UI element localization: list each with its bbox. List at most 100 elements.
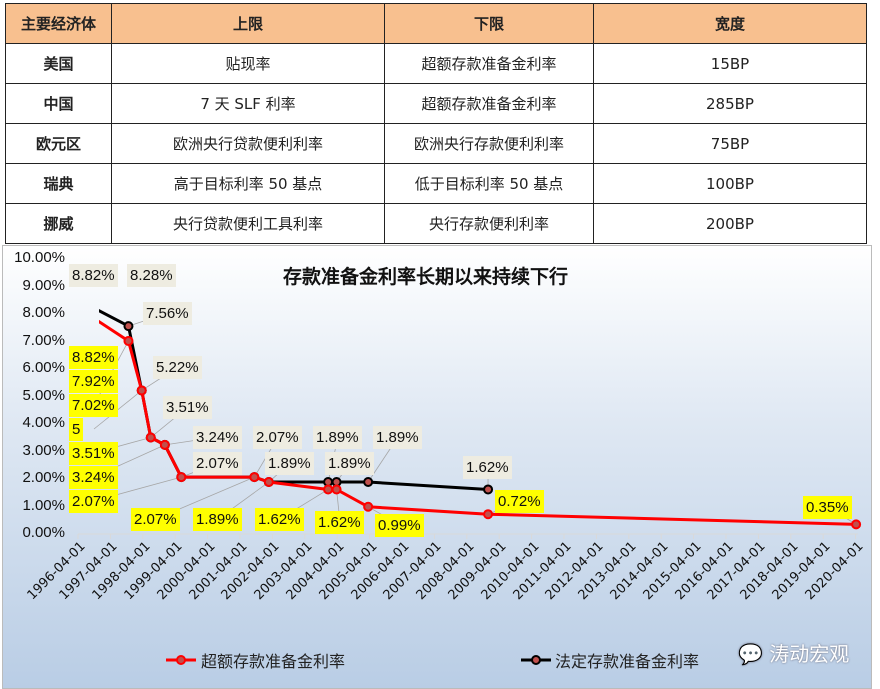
cell-upper: 高于目标利率 50 基点 bbox=[111, 163, 385, 204]
data-label: 2.07% bbox=[253, 426, 302, 449]
chart-plot bbox=[77, 287, 862, 665]
header-lower: 下限 bbox=[384, 3, 594, 44]
data-point bbox=[176, 472, 187, 483]
header-economy: 主要经济体 bbox=[5, 3, 112, 44]
header-width: 宽度 bbox=[593, 3, 867, 44]
data-point bbox=[145, 432, 156, 443]
cell-width: 285BP bbox=[593, 83, 867, 124]
data-point bbox=[249, 472, 260, 483]
data-point bbox=[77, 287, 85, 295]
data-label: 7.02% bbox=[69, 394, 118, 417]
table-row: 中国 7 天 SLF 利率 超额存款准备金利率 285BP bbox=[5, 83, 867, 124]
header-upper: 上限 bbox=[111, 3, 385, 44]
table-row: 欧元区 欧洲央行贷款便利利率 欧洲央行存款便利利率 75BP bbox=[5, 123, 867, 164]
y-tick-label: 1.00% bbox=[22, 496, 65, 514]
y-tick-label: 9.00% bbox=[22, 276, 65, 294]
cell-lower: 超额存款准备金利率 bbox=[384, 43, 594, 84]
cell-width: 75BP bbox=[593, 123, 867, 164]
cell-economy: 欧元区 bbox=[5, 123, 112, 164]
data-point bbox=[77, 287, 85, 295]
y-tick-label: 0.00% bbox=[22, 524, 65, 541]
cell-economy: 挪威 bbox=[5, 203, 112, 244]
data-label: 3.51% bbox=[163, 396, 212, 419]
data-point bbox=[483, 509, 494, 520]
y-tick-label: 5.00% bbox=[22, 386, 65, 404]
data-label: 7.56% bbox=[143, 302, 192, 325]
data-point bbox=[363, 501, 374, 512]
data-point bbox=[123, 335, 134, 346]
data-label: 1.62% bbox=[315, 511, 364, 534]
leader-lines bbox=[93, 312, 857, 526]
cell-upper: 贴现率 bbox=[111, 43, 385, 84]
cell-economy: 美国 bbox=[5, 43, 112, 84]
data-label: 0.72% bbox=[495, 490, 544, 513]
data-label: 7.92% bbox=[69, 370, 118, 393]
data-label: 1.89% bbox=[325, 452, 374, 475]
data-point bbox=[363, 477, 374, 488]
cell-width: 15BP bbox=[593, 43, 867, 84]
data-label: 0.35% bbox=[803, 496, 852, 519]
data-point bbox=[323, 484, 334, 495]
cell-upper: 欧洲央行贷款便利利率 bbox=[111, 123, 385, 164]
table-header-row: 主要经济体 上限 下限 宽度 bbox=[5, 3, 867, 44]
watermark-text: 涛动宏观 bbox=[769, 642, 850, 666]
data-label: 1.89% bbox=[265, 452, 314, 475]
data-label: 1.89% bbox=[313, 426, 362, 449]
cell-economy: 中国 bbox=[5, 83, 112, 124]
data-label: 8.82% bbox=[69, 264, 118, 287]
legend-marker-0 bbox=[176, 655, 186, 665]
data-point bbox=[87, 302, 95, 310]
data-point bbox=[87, 312, 95, 320]
data-point bbox=[159, 439, 170, 450]
table-row: 瑞典 高于目标利率 50 基点 低于目标利率 50 基点 100BP bbox=[5, 163, 867, 204]
chart: 存款准备金利率长期以来持续下行 0.00% 1.00% 2.00% 3.00% 4.00… bbox=[2, 245, 872, 689]
y-tick-label: 10.00% bbox=[14, 249, 65, 266]
y-tick-label: 2.00% bbox=[22, 469, 65, 486]
cell-upper: 7 天 SLF 利率 bbox=[111, 83, 385, 124]
y-tick-label: 6.00% bbox=[22, 359, 65, 376]
data-point bbox=[851, 519, 862, 530]
data-label: 2.07% bbox=[131, 508, 180, 531]
data-label: 2.07% bbox=[69, 490, 118, 513]
data-label: 5.22% bbox=[153, 356, 202, 379]
leader-line bbox=[93, 390, 142, 430]
data-label: 1.62% bbox=[463, 456, 512, 479]
data-label: 5 bbox=[69, 418, 84, 441]
legend-statutory: 法定存款准备金利率 bbox=[555, 652, 700, 671]
y-tick-label: 3.00% bbox=[22, 441, 65, 459]
y-tick-label: 7.00% bbox=[22, 331, 65, 349]
data-point bbox=[331, 484, 342, 495]
series-line-0 bbox=[99, 319, 857, 526]
cell-lower: 超额存款准备金利率 bbox=[384, 83, 594, 124]
cell-lower: 央行存款便利利率 bbox=[384, 203, 594, 244]
cell-upper: 央行贷款便利工具利率 bbox=[111, 203, 385, 244]
watermark: 💬 涛动宏观 bbox=[738, 638, 849, 667]
data-point bbox=[483, 484, 494, 495]
cell-width: 200BP bbox=[593, 203, 867, 244]
data-label: 3.51% bbox=[69, 442, 118, 465]
data-label: 8.28% bbox=[127, 264, 176, 287]
cell-width: 100BP bbox=[593, 163, 867, 204]
y-tick-label: 8.00% bbox=[22, 304, 65, 321]
table-row: 挪威 央行贷款便利工具利率 央行存款便利利率 200BP bbox=[5, 203, 867, 244]
chart-title: 存款准备金利率长期以来持续下行 bbox=[283, 266, 569, 288]
cell-lower: 欧洲央行存款便利利率 bbox=[384, 123, 594, 164]
data-label: 1.89% bbox=[373, 426, 422, 449]
legend-marker-1 bbox=[531, 655, 541, 665]
data-label: 3.24% bbox=[69, 466, 118, 489]
data-label: 3.24% bbox=[193, 426, 242, 449]
wechat-icon: 💬 bbox=[738, 642, 763, 666]
cell-economy: 瑞典 bbox=[5, 163, 112, 204]
cell-lower: 低于目标利率 50 基点 bbox=[384, 163, 594, 204]
data-label: 1.89% bbox=[193, 508, 242, 531]
data-point bbox=[263, 477, 274, 488]
data-point bbox=[123, 321, 134, 332]
legend-excess: 超额存款准备金利率 bbox=[201, 652, 346, 671]
table-row: 美国 贴现率 超额存款准备金利率 15BP bbox=[5, 43, 867, 84]
data-label: 2.07% bbox=[193, 452, 242, 475]
data-label: 0.99% bbox=[375, 514, 424, 537]
data-label: 8.82% bbox=[69, 346, 118, 369]
data-point bbox=[136, 385, 147, 396]
economies-table: 主要经济体 上限 下限 宽度 美国 贴现率 超额存款准备金利率 15BP 中国 7 天 S… bbox=[5, 3, 867, 244]
data-label: 1.62% bbox=[255, 508, 304, 531]
